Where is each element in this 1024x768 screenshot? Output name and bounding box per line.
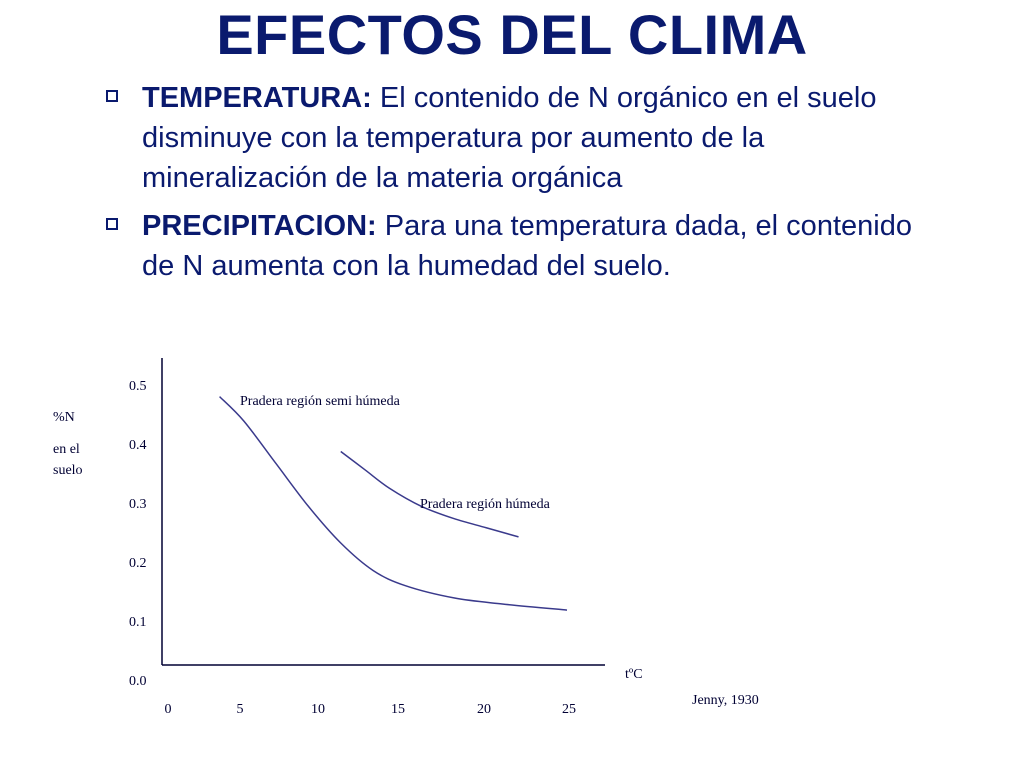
x-tick-label: 0 <box>165 702 172 717</box>
x-axis-label: tºC <box>625 667 643 682</box>
slide-title: EFECTOS DEL CLIMA <box>216 3 808 66</box>
x-tick-label: 5 <box>237 702 244 717</box>
series-label-1: Pradera región semi húmeda <box>240 394 401 409</box>
bullet-term: TEMPERATURA: <box>142 82 372 114</box>
y-axis-label-line3: suelo <box>53 463 83 478</box>
series-line-2 <box>340 450 519 538</box>
bullet-text: Para una temperatura dada, el contenido … <box>142 210 912 282</box>
series-label-2: Pradera región húmeda <box>420 497 551 512</box>
y-tick-label: 0.4 <box>129 438 147 453</box>
y-axis-label-line1: %N <box>53 410 75 425</box>
x-tick-label: 10 <box>311 702 325 717</box>
square-bullet-icon <box>106 90 118 102</box>
source-citation: Jenny, 1930 <box>692 693 759 708</box>
series-line-1 <box>219 396 568 611</box>
bullet-precipitacion: PRECIPITACION: Para una temperatura dada… <box>104 206 944 286</box>
nitrogen-temperature-chart: %N en el suelo tºC Jenny, 1930 0.5 0.4 0.3… <box>53 358 759 717</box>
bullet-temperatura: TEMPERATURA: El contenido de N orgánico … <box>104 78 944 198</box>
y-tick-label: 0.3 <box>129 497 147 512</box>
y-tick-label: 0.2 <box>129 556 147 571</box>
y-tick-label: 0.5 <box>129 379 147 394</box>
y-tick-label: 0.0 <box>129 674 147 689</box>
x-tick-label: 25 <box>562 702 576 717</box>
bullet-list: TEMPERATURA: El contenido de N orgánico … <box>104 78 944 294</box>
square-bullet-icon <box>106 218 118 230</box>
bullet-term: PRECIPITACION: <box>142 210 377 242</box>
x-tick-label: 15 <box>391 702 405 717</box>
bullet-text: El contenido de N orgánico en el suelo d… <box>142 82 877 194</box>
x-tick-label: 20 <box>477 702 491 717</box>
y-axis-label-line2: en el <box>53 442 80 457</box>
y-tick-label: 0.1 <box>129 615 147 630</box>
